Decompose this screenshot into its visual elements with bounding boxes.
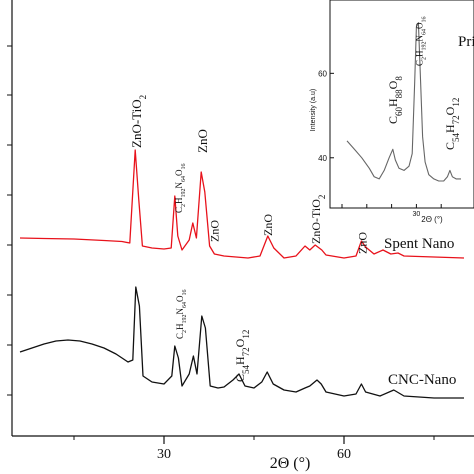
peak-label: ZnO-TiO2 <box>129 95 148 148</box>
peak-label: C54H72O12 <box>233 330 251 382</box>
inset-x-axis-label: 2Θ (°) <box>421 215 443 224</box>
inset-legend-label: Pri <box>458 34 474 50</box>
inset-peak-label: C54H72O12 <box>443 98 461 150</box>
main-series-group <box>19 149 465 399</box>
inset-y-ticks: 40 60 <box>318 69 334 163</box>
inset-y-axis-label: Intensity (a.u) <box>310 89 317 131</box>
series-label-spent-nano: Spent Nano <box>384 236 454 252</box>
inset-x-tick-label: 30 <box>413 211 421 218</box>
peak-label: ZnO-TiO2 <box>309 195 327 244</box>
series-label-cnc-nano: CNC-Nano <box>388 372 456 388</box>
main-series-labels: Spent Nano CNC-Nano <box>384 236 456 388</box>
inset-peak-labels: C60H88O8 C2H192N64O16 C54H72O12 <box>386 16 461 150</box>
peak-label: ZnO <box>207 220 221 242</box>
main-y-ticks <box>7 45 12 396</box>
main-x-axis-label: 2Θ (°) <box>270 455 311 472</box>
inset-series-line <box>346 22 461 182</box>
inset-y-tick-label: 40 <box>318 154 327 163</box>
peak-label: ZnO <box>195 129 210 153</box>
inset-peak-label: C60H88O8 <box>386 76 404 124</box>
series-line-cnc-nano <box>19 286 464 399</box>
main-peak-labels: ZnO-TiO2 C2H192N64O16 ZnO ZnO ZnO ZnO-TiO2 ZnO… <box>129 95 370 382</box>
main-x-ticks: 30 60 <box>73 436 435 462</box>
peak-label: ZnO <box>355 232 369 254</box>
inset-chart: 40 60 30 C60H88O8 C2H192N64O16 C54H72O12 In… <box>310 0 474 224</box>
peak-label: C2H192N64O16 <box>174 163 187 213</box>
inset-x-ticks: 30 <box>341 204 442 218</box>
series-line-spent-nano <box>19 149 465 259</box>
peak-label: ZnO <box>261 214 275 236</box>
inset-y-tick-label: 60 <box>318 69 327 78</box>
main-plot-frame <box>11 0 474 437</box>
main-x-tick-label: 30 <box>157 447 171 462</box>
peak-label: C2H192N64O16 <box>175 289 188 339</box>
main-x-tick-label: 60 <box>337 447 351 462</box>
inset-series-group <box>346 22 461 182</box>
inset-peak-label: C2H192N64O16 <box>415 16 428 66</box>
